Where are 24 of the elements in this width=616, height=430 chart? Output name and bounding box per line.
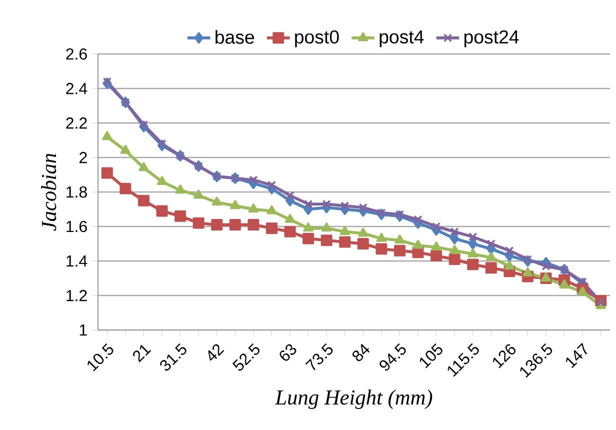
x-tick-label: 42 [208,344,224,361]
y-tick-label: 1 [80,324,87,336]
y-tick-label: 1.4 [66,256,88,267]
y-tick-label: 2.4 [66,82,88,94]
x-tick-label: 63 [280,344,296,361]
legend-label: post4 [380,30,424,48]
y-tick-label: 1.6 [66,220,87,232]
y-tick-label: 1.8 [66,186,87,198]
y-axis-title: Jacobian [41,154,56,231]
x-tick-label: 84 [352,344,370,362]
legend-label: post0 [295,30,339,48]
x-axis-title: Lung Height (mm) [274,390,432,410]
x-tick-label: 105 [420,343,442,368]
x-tick-label: 21 [133,344,152,362]
x-tick-label: 126 [493,344,516,368]
y-tick-label: 1.2 [66,290,87,302]
x-tick-label: 73.5 [305,343,333,370]
legend-label: post24 [464,30,519,48]
y-tick-label: 2 [80,152,87,164]
x-tick-label: 94.5 [380,343,406,371]
legend-label: base [216,30,254,44]
x-tick-label: 147 [566,342,588,368]
y-tick-label: 2.6 [66,48,87,60]
y-tick-label: 2.2 [66,117,87,129]
